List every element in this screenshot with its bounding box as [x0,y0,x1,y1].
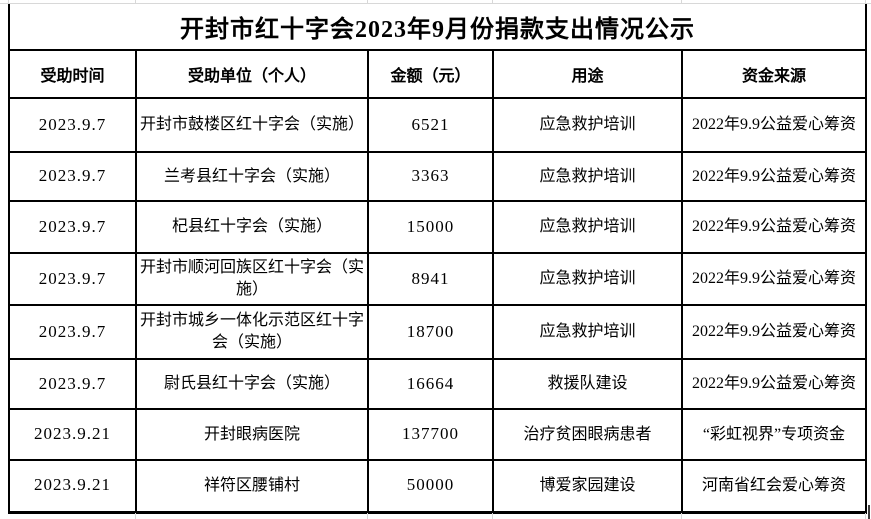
table-cell: 3363 [367,151,494,202]
title-row: 开封市红十字会2023年9月份捐款支出情况公示 [7,4,868,51]
table-cell: 救援队建设 [492,358,683,410]
table-cell: 应急救护培训 [492,151,683,202]
table-cell: 15000 [367,200,494,254]
table-cell: 16664 [367,358,494,410]
header-row: 受助时间 受助单位（个人） 金额（元） 用途 资金来源 [8,49,868,99]
table-cell: 6521 [367,97,494,153]
table-cell: 2022年9.9公益爱心筹资 [680,252,868,306]
column-header-1: 受助单位（个人） [135,49,369,99]
table-row: 2023.9.7 开封市顺河回族区红十字会（实施） 8941 应急救护培训 2022年9… [8,252,868,306]
table-cell: 2023.9.7 [8,151,137,202]
table-cell: 应急救护培训 [492,304,683,360]
table-cell: 开封市顺河回族区红十字会（实施） [135,252,369,306]
gridline-stub [135,0,136,3]
table-cell: 2022年9.9公益爱心筹资 [680,151,868,202]
gridline-stub [681,513,682,519]
gridline-stub [367,0,368,3]
table-row: 2023.9.7 兰考县红十字会（实施） 3363 应急救护培训 2022年9.9公益爱… [8,151,868,202]
table-cell: 137700 [367,408,494,461]
table-row: 2023.9.7 开封市鼓楼区红十字会（实施） 6521 应急救护培训 2022年9.9… [8,97,868,153]
table-cell: 2023.9.7 [8,200,137,254]
table-cell: 18700 [367,304,494,360]
gridline-stub [681,0,682,3]
gridline-stub [865,513,866,519]
table-cell: 2023.9.7 [8,97,137,153]
table-cell: 开封市城乡一体化示范区红十字会（实施） [135,304,369,360]
gridline-stub [865,0,866,3]
column-header-0: 受助时间 [8,49,137,99]
top-gridline [0,3,871,4]
table-row: 2023.9.21 开封眼病医院 137700 治疗贫困眼病患者 “彩虹视界”专项资金 [8,408,868,461]
table-cell: 应急救护培训 [492,97,683,153]
table-cell: 应急救护培训 [492,252,683,306]
gridline-stub [492,513,493,519]
gridline-stub [8,0,9,3]
table-cell: 50000 [367,459,494,514]
table-cell: 兰考县红十字会（实施） [135,151,369,202]
page-title: 开封市红十字会2023年9月份捐款支出情况公示 [7,4,868,51]
table-row: 2023.9.21 祥符区腰铺村 50000 博爱家园建设 河南省红会爱心筹资 [8,459,868,514]
table-cell: 2023.9.7 [8,304,137,360]
table-cell: 尉氏县红十字会（实施） [135,358,369,410]
table-row: 2023.9.7 尉氏县红十字会（实施） 16664 救援队建设 2022年9.9公益爱… [8,358,868,410]
table-cell: 2023.9.7 [8,358,137,410]
gridline-stub [367,513,368,519]
gridline-stub [135,513,136,519]
table-cell: 2022年9.9公益爱心筹资 [680,358,868,410]
table-cell: 河南省红会爱心筹资 [680,459,868,514]
table-cell: 杞县红十字会（实施） [135,200,369,254]
column-header-2: 金额（元） [367,49,494,99]
table-cell: 2023.9.21 [8,459,137,514]
table-row: 2023.9.7 开封市城乡一体化示范区红十字会（实施） 18700 应急救护培训 20… [8,304,868,360]
table-cell: 2022年9.9公益爱心筹资 [680,304,868,360]
table-cell: 开封眼病医院 [135,408,369,461]
table-cell: 治疗贫困眼病患者 [492,408,683,461]
table-row: 2023.9.7 杞县红十字会（实施） 15000 应急救护培训 2022年9.9公益爱… [8,200,868,254]
table-cell: 博爱家园建设 [492,459,683,514]
gridline-stub-dark [868,505,870,519]
table-cell: 应急救护培训 [492,200,683,254]
gridline-stub [492,0,493,3]
table-cell: 2023.9.7 [8,252,137,306]
table-body: 2023.9.7 开封市鼓楼区红十字会（实施） 6521 应急救护培训 2022年9.9… [8,97,868,514]
donation-disclosure-table: 开封市红十字会2023年9月份捐款支出情况公示 受助时间 受助单位（个人） 金额（元… [7,4,868,514]
table-cell: 开封市鼓楼区红十字会（实施） [135,97,369,153]
table-cell: 2022年9.9公益爱心筹资 [680,97,868,153]
column-header-3: 用途 [492,49,683,99]
table-cell: 2023.9.21 [8,408,137,461]
table-cell: 2022年9.9公益爱心筹资 [680,200,868,254]
table-cell: “彩虹视界”专项资金 [680,408,868,461]
column-header-4: 资金来源 [680,49,868,99]
table-cell: 8941 [367,252,494,306]
table-cell: 祥符区腰铺村 [135,459,369,514]
